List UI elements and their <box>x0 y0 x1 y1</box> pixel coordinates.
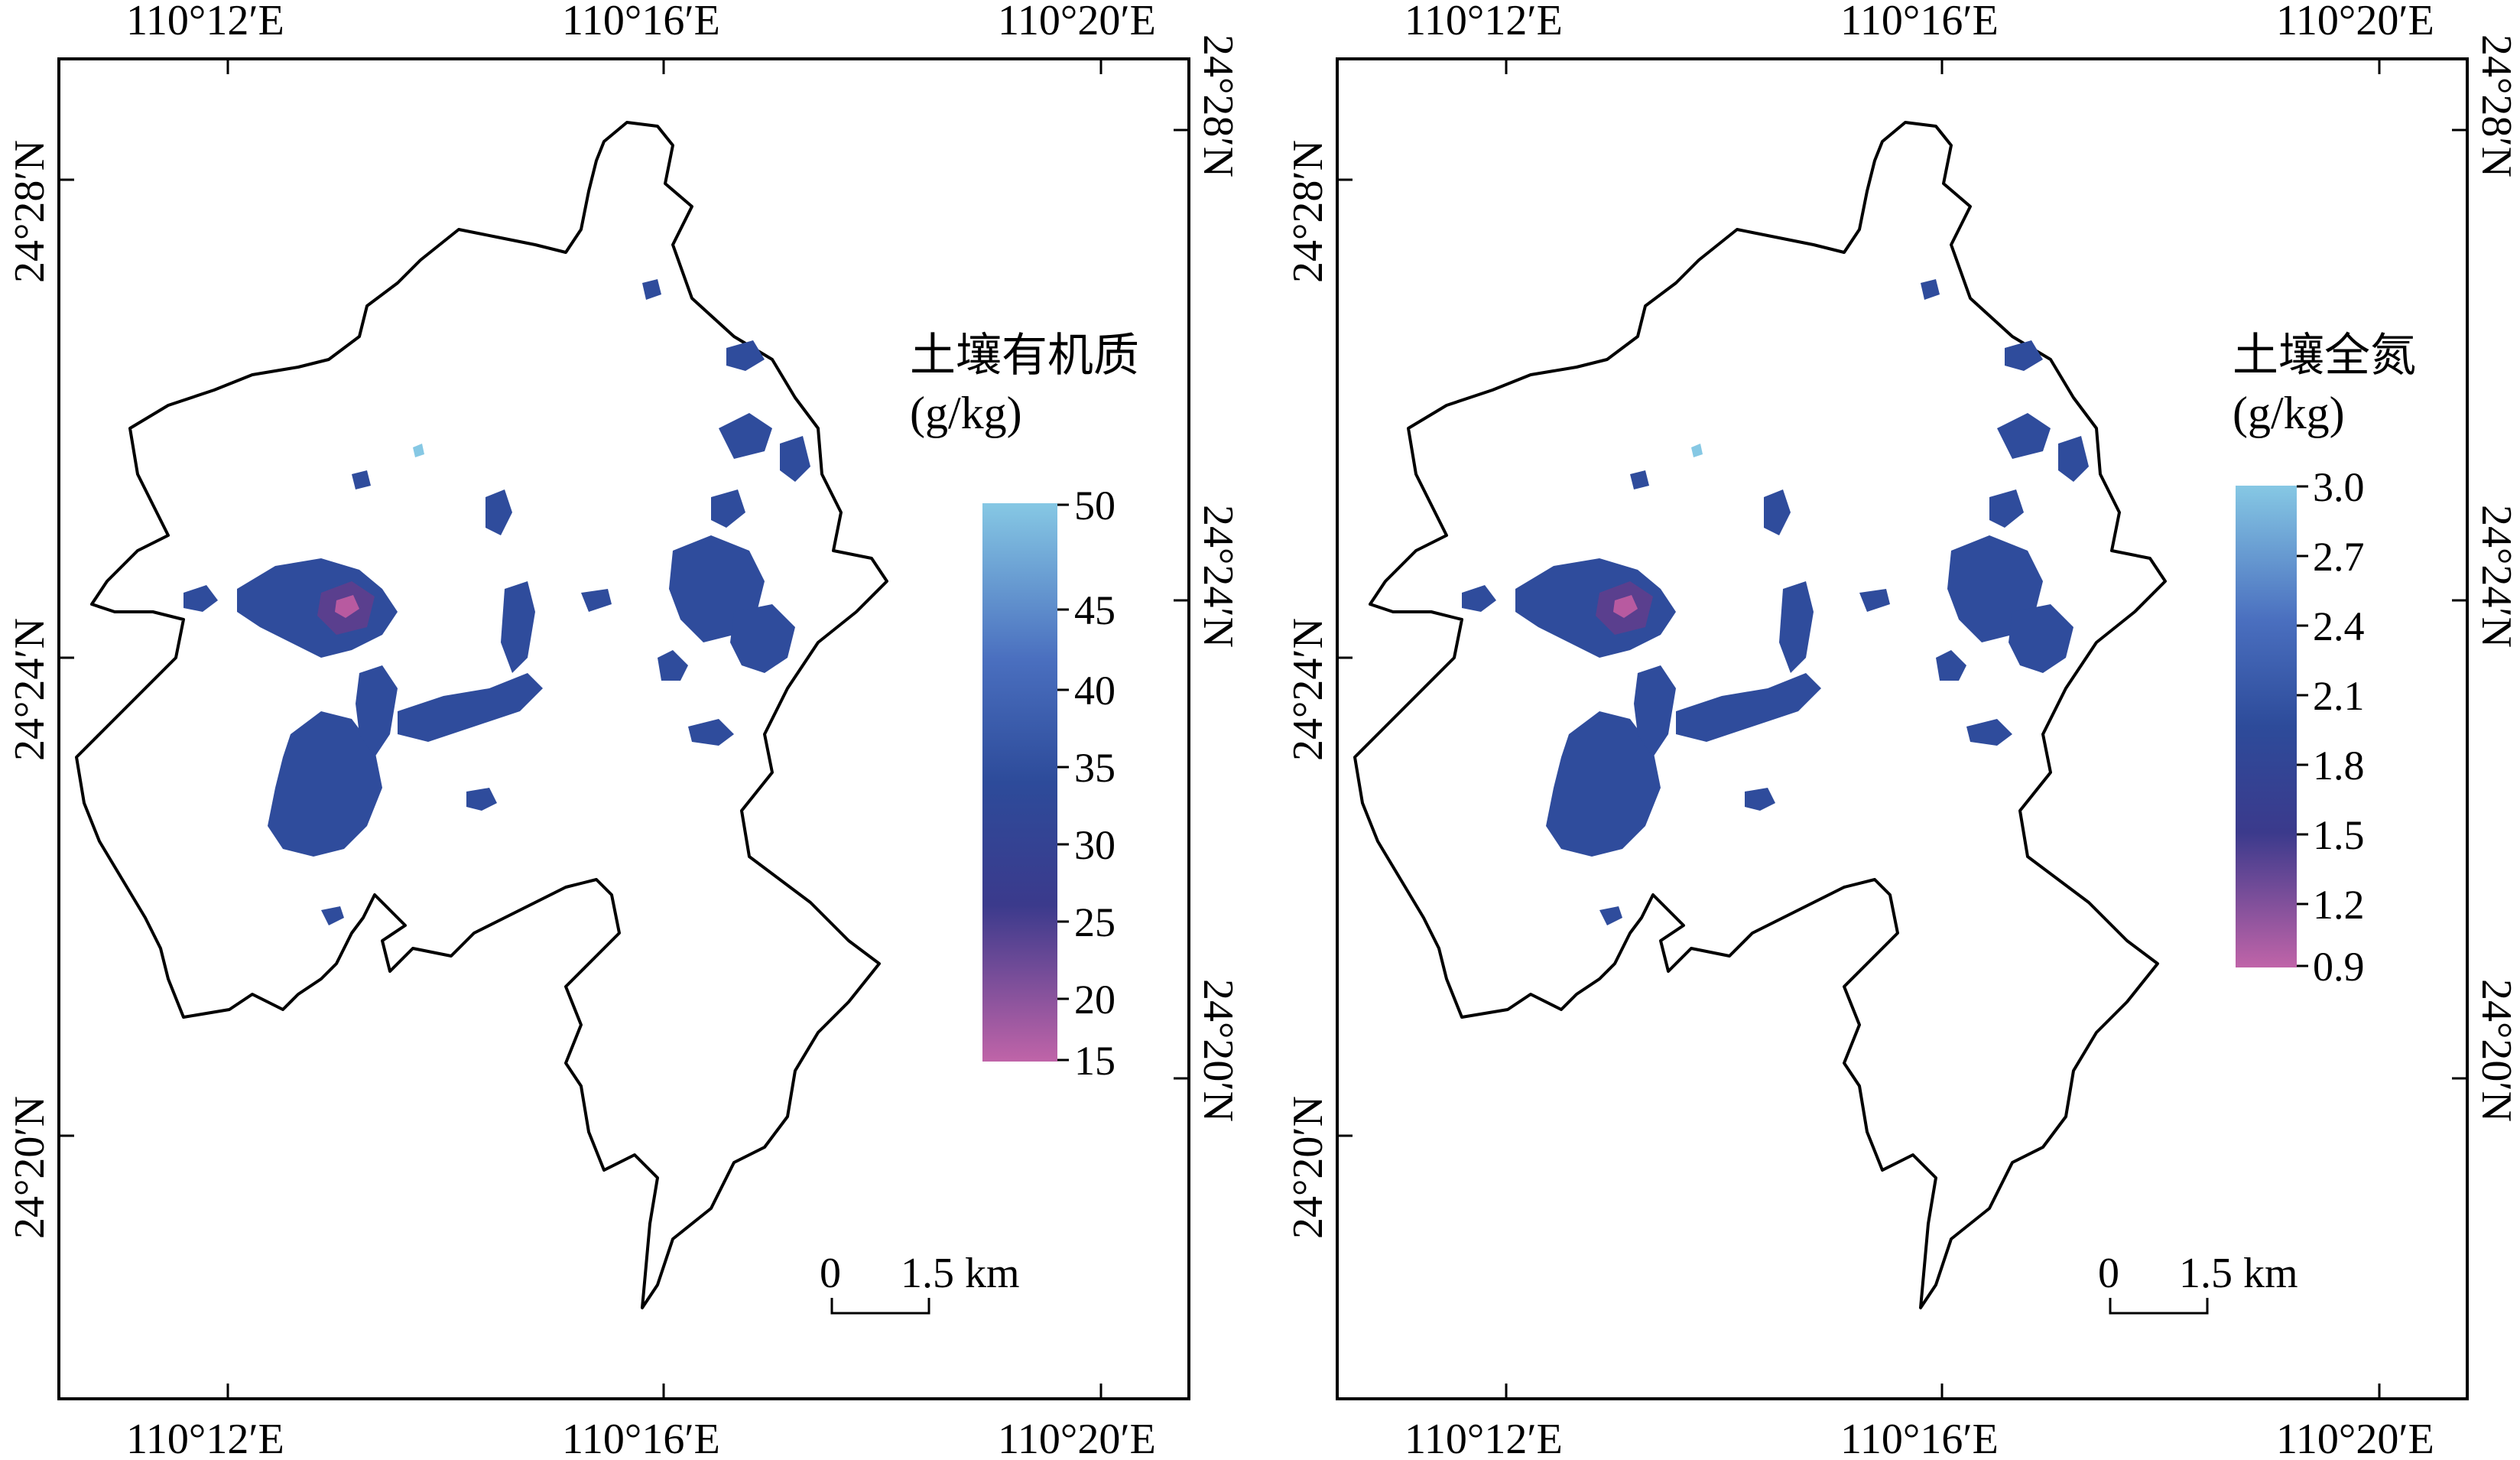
scale-bar: 0 1.5 km <box>2098 1250 2298 1315</box>
legend-color-ramp <box>2236 486 2297 967</box>
legend-tick-label: 15 <box>1074 1038 1115 1084</box>
right-lat-label-3: 24°20′N <box>2473 979 2520 1122</box>
legend-tick-label: 3.0 <box>2313 464 2365 510</box>
legend-title: 土壤有机质 <box>910 330 1139 381</box>
organic-matter-map-panel: 110°12′E 110°16′E 110°20′E 110°12′E 110°… <box>6 0 1242 1460</box>
legend-tick-label: 20 <box>1074 977 1115 1023</box>
legend-tick-label: 30 <box>1074 822 1115 868</box>
top-lon-label-1: 110°12′E <box>126 0 284 44</box>
legend-tick-label: 2.4 <box>2313 603 2365 649</box>
legend-tick-label: 40 <box>1074 668 1115 714</box>
legend: 土壤有机质 (g/kg) 50 45 40 35 30 25 20 15 <box>910 330 1139 1084</box>
scale-bar-zero: 0 <box>820 1250 841 1297</box>
top-lon-label-1: 110°12′E <box>1405 0 1563 44</box>
legend-ticks: 3.0 2.7 2.4 2.1 1.8 1.5 1.2 0.9 <box>2297 464 2365 990</box>
left-lat-label-2: 24°24′N <box>1284 618 1332 761</box>
legend-tick-label: 2.1 <box>2313 673 2365 719</box>
scale-bar-distance: 1.5 km <box>2179 1250 2298 1297</box>
right-lat-label-3: 24°20′N <box>1194 979 1242 1122</box>
bottom-lon-label-1: 110°12′E <box>126 1416 284 1460</box>
scale-bar-distance: 1.5 km <box>901 1250 1020 1297</box>
top-ticks: 110°12′E 110°16′E 110°20′E <box>126 0 1156 74</box>
right-ticks: 24°28′N 24°24′N 24°20′N <box>1174 34 1242 1122</box>
bottom-lon-label-3: 110°20′E <box>998 1416 1156 1460</box>
left-ticks: 24°28′N 24°24′N 24°20′N <box>1284 140 1353 1239</box>
legend-tick-label: 1.8 <box>2313 743 2365 789</box>
left-lat-label-3: 24°20′N <box>6 1096 54 1239</box>
legend-tick-label: 25 <box>1074 899 1115 945</box>
left-lat-label-3: 24°20′N <box>1284 1096 1332 1239</box>
right-lat-label-1: 24°28′N <box>1194 34 1242 177</box>
legend-tick-label: 1.5 <box>2313 812 2365 858</box>
right-lat-label-2: 24°24′N <box>2473 505 2520 648</box>
legend-tick-label: 45 <box>1074 587 1115 633</box>
legend-tick-label: 2.7 <box>2313 534 2365 580</box>
bottom-lon-label-2: 110°16′E <box>1840 1416 1999 1460</box>
legend-ticks: 50 45 40 35 30 25 20 15 <box>1057 483 1115 1084</box>
right-lat-label-2: 24°24′N <box>1194 505 1242 648</box>
legend-unit: (g/kg) <box>910 388 1022 438</box>
right-ticks: 24°28′N 24°24′N 24°20′N <box>2452 34 2520 1122</box>
left-lat-label-1: 24°28′N <box>6 140 54 283</box>
left-ticks: 24°28′N 24°24′N 24°20′N <box>6 140 74 1239</box>
bottom-ticks: 110°12′E 110°16′E 110°20′E <box>126 1384 1156 1460</box>
legend: 土壤全氮 (g/kg) 3.0 2.7 2.4 2.1 1.8 1.5 1.2 … <box>2233 330 2416 990</box>
map-frame <box>57 57 1190 1400</box>
legend-unit: (g/kg) <box>2233 388 2345 438</box>
map-frame <box>1336 57 2469 1400</box>
bottom-lon-label-1: 110°12′E <box>1405 1416 1563 1460</box>
legend-tick-label: 35 <box>1074 745 1115 791</box>
scale-bar-zero: 0 <box>2098 1250 2119 1297</box>
scale-bar: 0 1.5 km <box>820 1250 1020 1315</box>
legend-title: 土壤全氮 <box>2233 330 2416 381</box>
left-lat-label-2: 24°24′N <box>6 618 54 761</box>
left-lat-label-1: 24°28′N <box>1284 140 1332 283</box>
bottom-lon-label-3: 110°20′E <box>2276 1416 2434 1460</box>
top-lon-label-2: 110°16′E <box>562 0 720 44</box>
top-lon-label-3: 110°20′E <box>2276 0 2434 44</box>
top-lon-label-2: 110°16′E <box>1840 0 1999 44</box>
right-lat-label-1: 24°28′N <box>2473 34 2520 177</box>
top-ticks: 110°12′E 110°16′E 110°20′E <box>1405 0 2434 74</box>
legend-tick-label: 1.2 <box>2313 882 2365 928</box>
legend-color-ramp <box>982 503 1057 1062</box>
total-nitrogen-map-panel: 110°12′E 110°16′E 110°20′E 110°12′E 110°… <box>1284 0 2520 1460</box>
bottom-ticks: 110°12′E 110°16′E 110°20′E <box>1405 1384 2434 1460</box>
legend-tick-label: 0.9 <box>2313 944 2365 990</box>
bottom-lon-label-2: 110°16′E <box>562 1416 720 1460</box>
legend-tick-label: 50 <box>1074 483 1115 528</box>
top-lon-label-3: 110°20′E <box>998 0 1156 44</box>
